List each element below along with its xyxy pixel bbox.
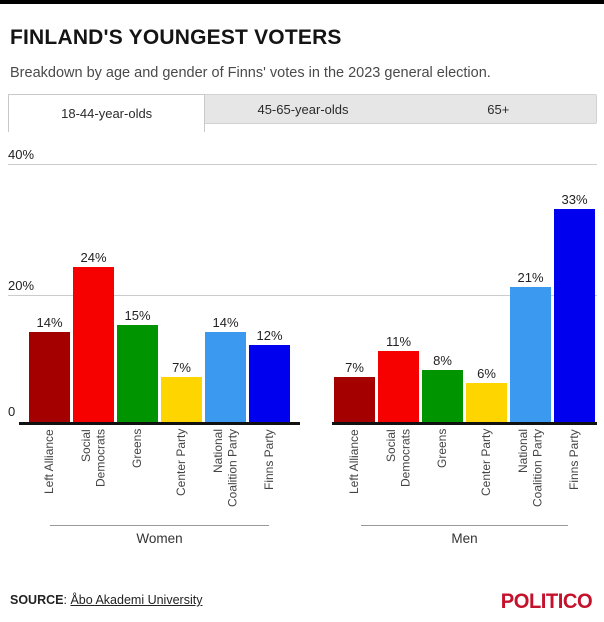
x-axis-labels-men: Left Alliance Social Democrats Greens Center… xyxy=(332,429,597,529)
source-separator: : xyxy=(63,593,71,607)
bar-column-women-left-alliance: 14% xyxy=(29,315,70,422)
x-axis-label-greens: Greens xyxy=(422,429,463,529)
x-axis-label-social-democrats: Social Democrats xyxy=(73,429,114,529)
bar-women-social-democrats[interactable] xyxy=(73,267,114,422)
x-axis-label-left-alliance: Left Alliance xyxy=(29,429,70,529)
bar-value-label: 8% xyxy=(433,353,452,368)
age-group-tabs: 18-44-year-olds 45-65-year-olds 65+ xyxy=(8,94,597,132)
bar-value-label: 11% xyxy=(385,334,412,349)
x-axis-label-text: Left Alliance xyxy=(42,429,57,494)
bar-value-label: 14% xyxy=(212,315,239,330)
group-label-women: Women xyxy=(136,531,183,546)
bar-group-women: 14% 24% 15% 7% 14% 12% xyxy=(19,140,300,425)
bar-column-men-greens: 8% xyxy=(422,353,463,422)
bar-column-women-greens: 15% xyxy=(117,308,158,422)
bar-men-greens[interactable] xyxy=(422,370,463,422)
bar-column-women-finns-party: 12% xyxy=(249,328,290,422)
source-label: SOURCE xyxy=(10,593,64,607)
bar-group-men: 7% 11% 8% 6% 21% 33% xyxy=(332,140,597,425)
group-label-men: Men xyxy=(451,531,478,546)
bar-value-label: 24% xyxy=(80,250,107,265)
bar-value-label: 6% xyxy=(477,366,496,381)
bar-value-label: 33% xyxy=(561,192,588,207)
x-axis-label-text: National Coalition Party xyxy=(516,429,545,508)
bar-column-men-social-democrats: 11% xyxy=(378,334,419,422)
x-axis-label-national-coalition-party: National Coalition Party xyxy=(205,429,246,529)
x-axis-label-finns-party: Finns Party xyxy=(554,429,595,529)
x-axis-label-text: Greens xyxy=(130,429,145,469)
chart-group-men: 7% 11% 8% 6% 21% 33% Left Alliance Social Democ… xyxy=(332,140,597,560)
bar-column-women-center-party: 7% xyxy=(161,360,202,422)
page-title: FINLAND'S YOUNGEST VOTERS xyxy=(10,26,342,50)
group-caption-women: Women xyxy=(19,525,300,546)
bar-value-label: 7% xyxy=(345,360,364,375)
bar-men-social-democrats[interactable] xyxy=(378,351,419,422)
y-axis-tick-20: 20% xyxy=(8,278,35,293)
bar-column-men-left-alliance: 7% xyxy=(334,360,375,422)
bar-column-men-center-party: 6% xyxy=(466,366,507,422)
x-axis-label-greens: Greens xyxy=(117,429,158,529)
x-axis-label-national-coalition-party: National Coalition Party xyxy=(510,429,551,529)
x-axis-label-text: Finns Party xyxy=(567,429,582,490)
bar-column-women-national-coalition-party: 14% xyxy=(205,315,246,422)
group-caption-men: Men xyxy=(332,525,597,546)
bar-women-finns-party[interactable] xyxy=(249,345,290,422)
x-axis-label-center-party: Center Party xyxy=(161,429,202,529)
bar-women-center-party[interactable] xyxy=(161,377,202,422)
x-axis-label-text: Finns Party xyxy=(262,429,277,490)
tab-45-65-year-olds[interactable]: 45-65-year-olds xyxy=(257,101,349,117)
x-axis-label-center-party: Center Party xyxy=(466,429,507,529)
bar-women-national-coalition-party[interactable] xyxy=(205,332,246,422)
x-axis-label-text: National Coalition Party xyxy=(211,429,240,508)
y-axis-tick-40: 40% xyxy=(8,147,35,162)
bar-men-national-coalition-party[interactable] xyxy=(510,287,551,422)
bar-column-men-finns-party: 33% xyxy=(554,192,595,422)
x-axis-label-finns-party: Finns Party xyxy=(249,429,290,529)
x-axis-label-social-democrats: Social Democrats xyxy=(378,429,419,529)
bar-men-center-party[interactable] xyxy=(466,383,507,422)
chart-group-women: 14% 24% 15% 7% 14% 12% Left Alliance Social Dem… xyxy=(19,140,300,560)
y-axis-tick-0: 0 xyxy=(8,404,16,419)
bar-value-label: 15% xyxy=(124,308,151,323)
bar-value-label: 21% xyxy=(517,270,544,285)
bar-value-label: 12% xyxy=(256,328,283,343)
x-axis-labels-women: Left Alliance Social Democrats Greens Center… xyxy=(19,429,300,529)
x-axis-label-left-alliance: Left Alliance xyxy=(334,429,375,529)
top-accent-bar xyxy=(0,0,604,4)
x-axis-label-text: Social Democrats xyxy=(384,429,413,488)
gridline-20 xyxy=(8,295,597,296)
bar-value-label: 7% xyxy=(172,360,191,375)
x-axis-label-text: Center Party xyxy=(479,429,494,497)
gridline-40 xyxy=(8,164,597,165)
bar-women-left-alliance[interactable] xyxy=(29,332,70,422)
tab-65-plus[interactable]: 65+ xyxy=(487,101,510,117)
politico-logo: POLITICO xyxy=(500,590,593,613)
bar-value-label: 14% xyxy=(36,315,63,330)
tab-18-44-year-olds[interactable]: 18-44-year-olds xyxy=(8,94,206,132)
bar-men-finns-party[interactable] xyxy=(554,209,595,422)
chart-area: 40% 20% 0 14% 24% 15% 7% 14% 12% Left Allianc… xyxy=(0,140,604,560)
bar-women-greens[interactable] xyxy=(117,325,158,422)
bar-column-men-national-coalition-party: 21% xyxy=(510,270,551,422)
bar-men-left-alliance[interactable] xyxy=(334,377,375,422)
x-axis-label-text: Left Alliance xyxy=(347,429,362,494)
source-line: SOURCE: Åbo Akademi University xyxy=(10,593,202,607)
source-link[interactable]: Åbo Akademi University xyxy=(70,593,203,607)
bar-column-women-social-democrats: 24% xyxy=(73,250,114,422)
page-subtitle: Breakdown by age and gender of Finns' vo… xyxy=(10,64,491,81)
x-axis-label-text: Center Party xyxy=(174,429,189,497)
x-axis-label-text: Social Democrats xyxy=(79,429,108,488)
x-axis-label-text: Greens xyxy=(435,429,450,469)
